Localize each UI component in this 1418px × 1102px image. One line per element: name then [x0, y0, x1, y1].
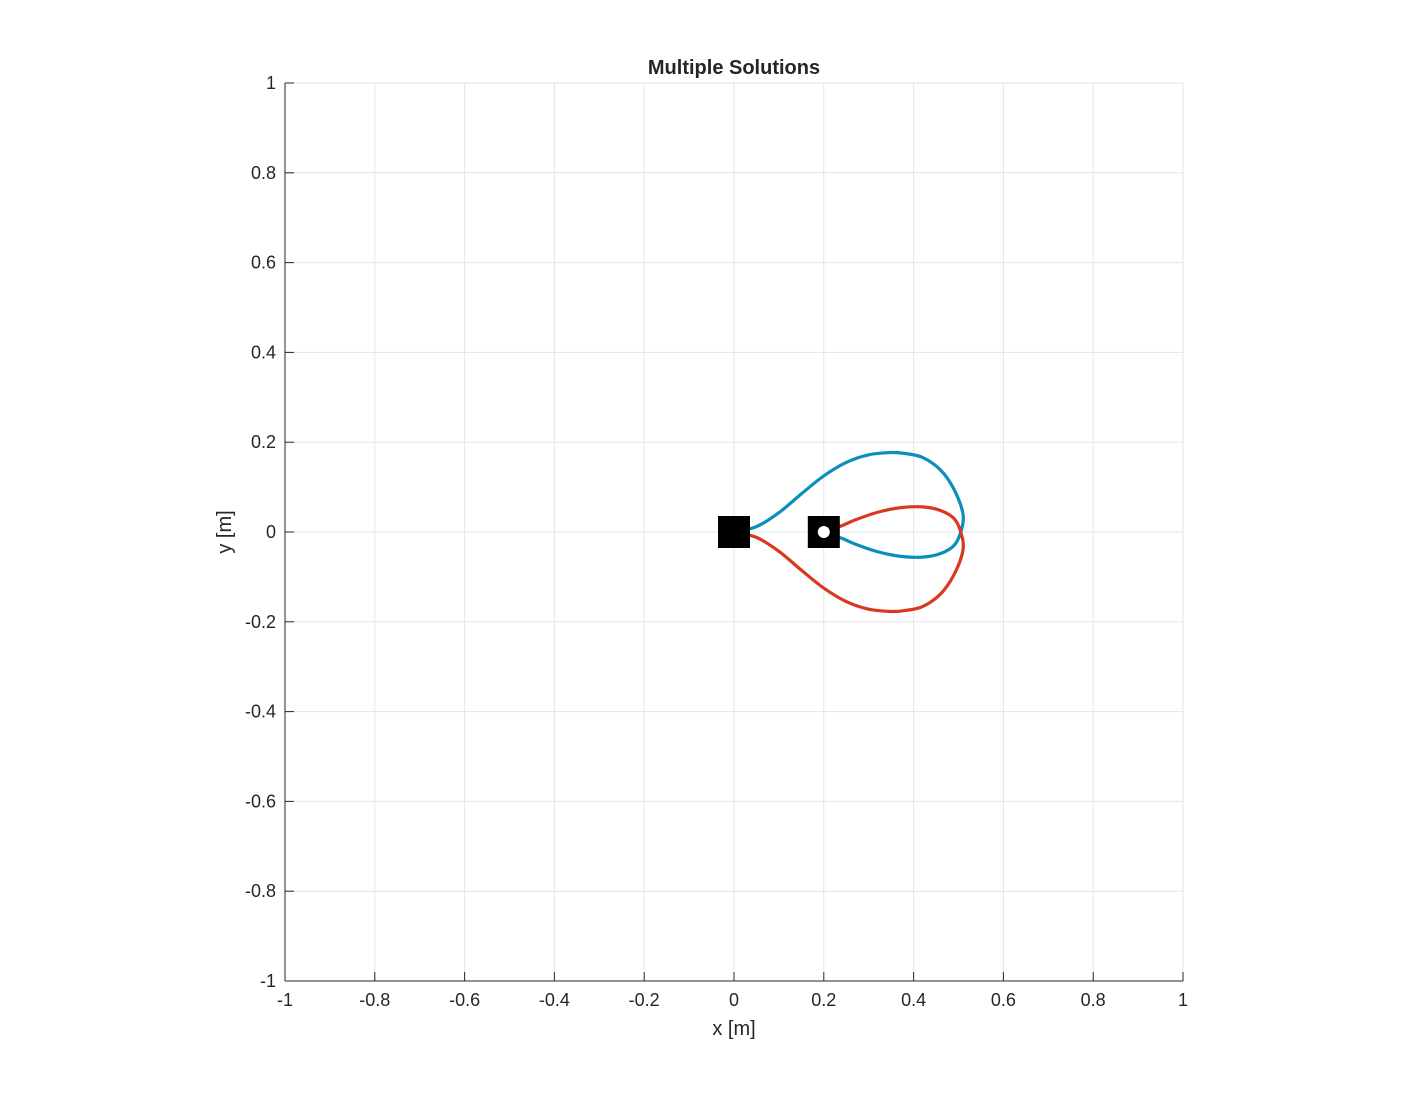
y-tick-labels: -1 -0.8 -0.6 -0.4 -0.2 0 0.2 0.4 0.6 0.8 1 [245, 73, 276, 991]
x-tick-label-4: -0.2 [629, 990, 660, 1010]
x-tick-label-7: 0.4 [901, 990, 926, 1010]
series-lines [732, 450, 965, 614]
goal-marker-dot [817, 526, 830, 538]
x-tick-label-6: 0.2 [811, 990, 836, 1010]
start-marker [718, 516, 750, 548]
x-tick-labels: -1 -0.8 -0.6 -0.4 -0.2 0 0.2 0.4 0.6 0.8 1 [277, 990, 1188, 1010]
x-tick-label-1: -0.8 [359, 990, 390, 1010]
series-line-1 [732, 505, 965, 614]
axes [284, 82, 1184, 982]
y-tick-label-1: -0.8 [245, 881, 276, 901]
grid [284, 82, 1184, 982]
markers [718, 516, 840, 548]
y-tick-label-4: -0.2 [245, 612, 276, 632]
y-tick-label-8: 0.6 [251, 253, 276, 273]
y-tick-label-9: 0.8 [251, 163, 276, 183]
y-tick-label-10: 1 [266, 73, 276, 93]
y-tick-label-0: -1 [260, 971, 276, 991]
series-line-0 [732, 450, 965, 559]
y-tick-label-3: -0.4 [245, 702, 276, 722]
y-tick-label-6: 0.2 [251, 432, 276, 452]
x-tick-label-2: -0.6 [449, 990, 480, 1010]
x-tick-label-9: 0.8 [1081, 990, 1106, 1010]
x-tick-label-10: 1 [1178, 990, 1188, 1010]
x-tick-label-3: -0.4 [539, 990, 570, 1010]
y-axis-label: y [m] [214, 510, 236, 553]
x-tick-label-8: 0.6 [991, 990, 1016, 1010]
chart-title: Multiple Solutions [648, 57, 820, 79]
x-axis-label: x [m] [712, 1018, 755, 1040]
x-tick-label-0: -1 [277, 990, 293, 1010]
x-tick-label-5: 0 [729, 990, 739, 1010]
y-tick-label-5: 0 [266, 522, 276, 542]
y-tick-label-7: 0.4 [251, 342, 276, 362]
y-tick-label-2: -0.6 [245, 791, 276, 811]
